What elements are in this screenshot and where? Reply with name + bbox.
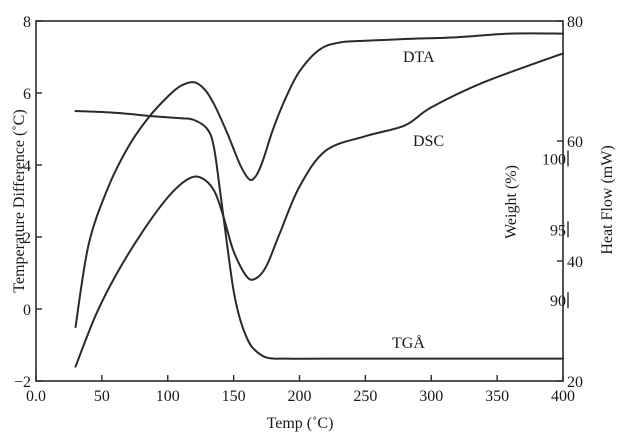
x-tick-label: 50 (94, 388, 110, 405)
dsc-curve (74, 52, 564, 368)
curves (74, 32, 564, 368)
heat-flow-tick-label: 80 (567, 14, 583, 31)
x-tick-label: 200 (288, 388, 312, 405)
left-y-tick-label: 4 (23, 158, 31, 175)
series-label-dsc: DSC (413, 133, 444, 150)
left-y-axis-title: Temperature Difference (˚C) (11, 109, 28, 292)
x-tick-label: 350 (485, 388, 509, 405)
left-y-tick-label: 6 (23, 86, 31, 103)
left-y-axis-ticks: −2 0 2 4 6 8 (14, 14, 42, 391)
weight-tick-label: 90 (550, 293, 566, 310)
x-tick-label: 0.0 (26, 388, 46, 405)
weight-axis-ticks: 90 95 100 (542, 150, 569, 310)
dta-curve (74, 32, 564, 328)
series-label-tga: TGÅ (392, 334, 425, 352)
x-tick-label: 250 (353, 388, 377, 405)
heat-flow-axis-title: Heat Flow (mW) (599, 145, 616, 254)
weight-axis-title: Weight (%) (503, 165, 520, 239)
heat-flow-tick-label: 60 (567, 134, 583, 151)
x-axis-title: Temp (˚C) (267, 415, 334, 432)
weight-tick-label: 95 (550, 222, 566, 239)
plot-frame (35, 20, 564, 382)
heat-flow-tick-label: 40 (567, 254, 583, 271)
left-y-tick-label: −2 (14, 374, 31, 391)
tga-curve (74, 110, 564, 360)
left-y-tick-label: 8 (23, 14, 31, 31)
weight-tick-label: 100 (542, 151, 566, 168)
left-y-tick-label: 2 (23, 230, 31, 247)
heat-flow-axis-ticks: 20 40 60 80 (557, 14, 583, 391)
x-tick-label: 300 (419, 388, 443, 405)
x-axis-ticks: 0.0 50 100 150 200 250 300 350 400 (26, 375, 575, 405)
heat-flow-tick-label: 20 (567, 374, 583, 391)
x-tick-label: 150 (222, 388, 246, 405)
x-tick-label: 100 (156, 388, 180, 405)
series-label-dta: DTA (403, 49, 435, 66)
x-tick-label: 400 (551, 388, 575, 405)
left-y-tick-label: 0 (23, 302, 31, 319)
